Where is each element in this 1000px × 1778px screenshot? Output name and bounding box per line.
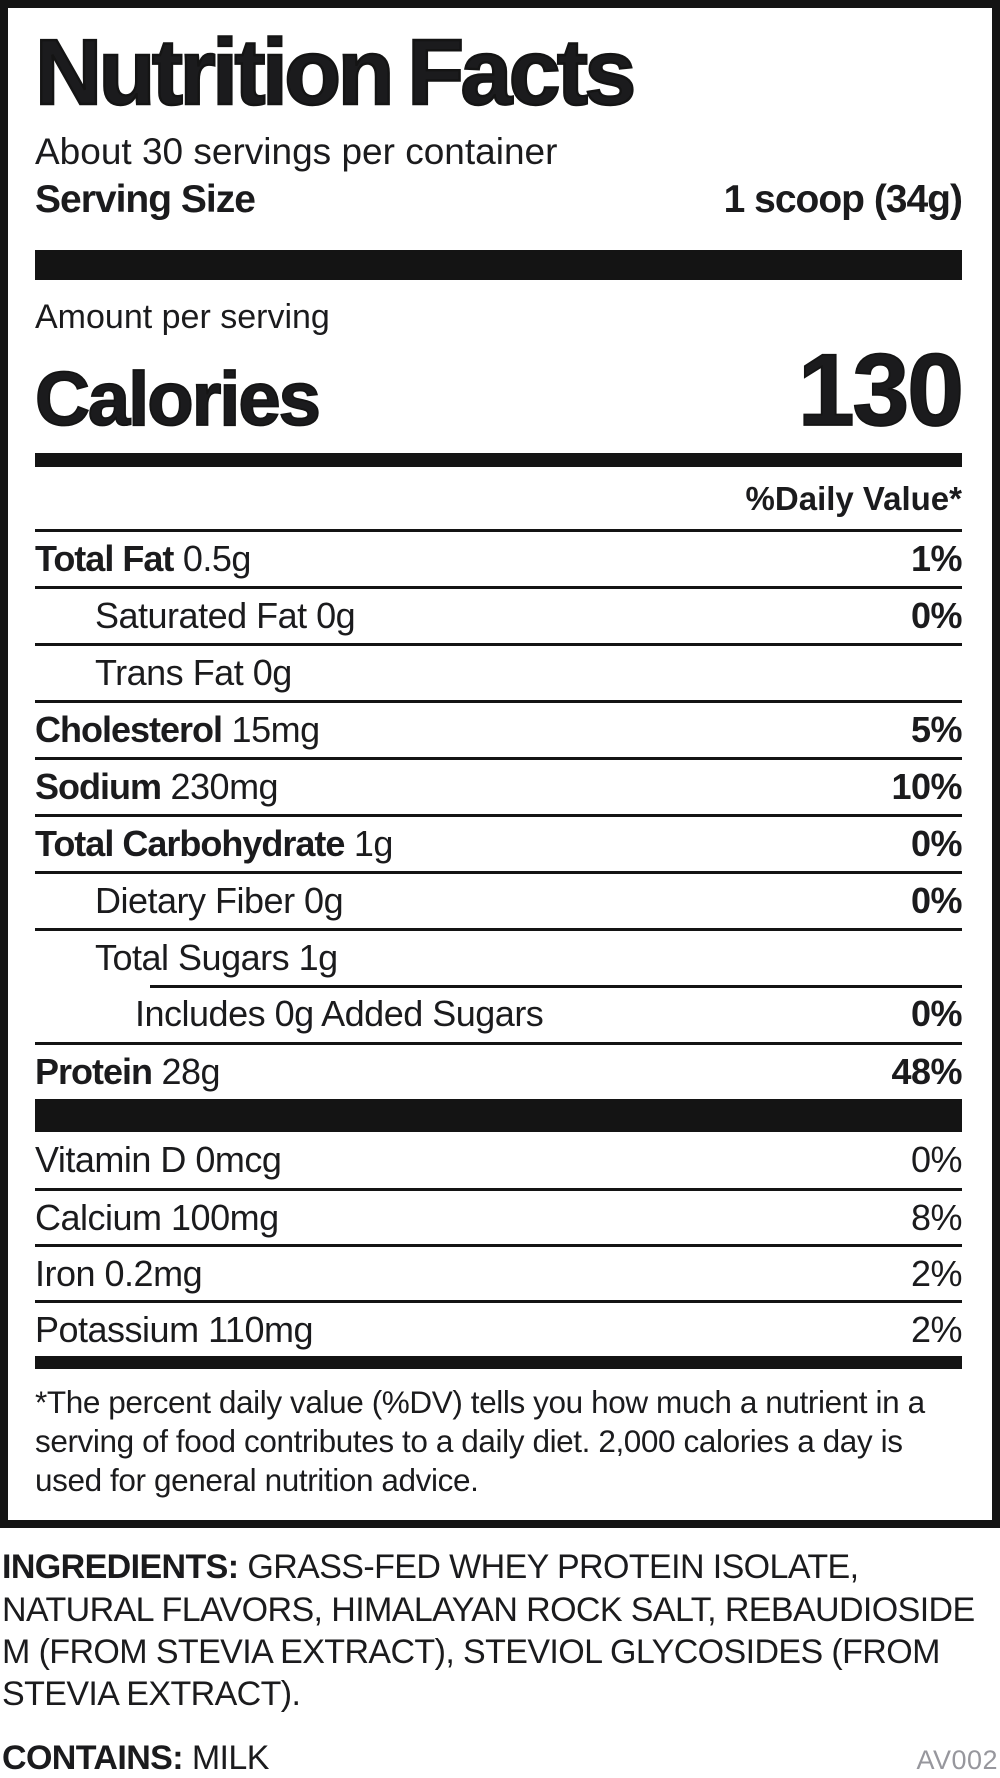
nutrient-percent-dv: 48% [891,1051,962,1093]
nutrient-percent-dv: 5% [910,709,963,751]
nutrient-percent-dv: 0% [910,1139,963,1181]
nutrient-row-vitamin-d: Vitamin D 0mcg 0% [35,1132,963,1188]
nutrient-row-total-fat: Total Fat 0.5g 1% [35,529,963,586]
nutrient-name-amount: Dietary Fiber 0g [95,880,344,922]
nutrient-percent-dv: 2% [910,1308,963,1350]
nutrient-name-amount: Saturated Fat 0g [95,595,356,637]
contains-value: MILK [191,1738,270,1777]
medium-divider-bar-footnote [35,1356,962,1370]
below-panel-section: INGREDIENTS: GRASS-FED WHEY PROTEIN ISOL… [0,1546,1000,1778]
nutrient-percent-dv: 0% [910,880,963,922]
ingredients-text: GRASS-FED WHEY PROTEIN ISOLATE, NATURAL … [2,1548,975,1713]
nutrient-row-saturated-fat: Saturated Fat 0g 0% [35,586,963,643]
nutrient-percent-dv: 8% [910,1196,963,1238]
thick-divider-bar-top [35,250,962,281]
nutrient-row-calcium: Calcium 100mg 8% [35,1188,963,1244]
ingredients-label: INGREDIENTS: [2,1548,239,1587]
daily-value-header: %Daily Value* [745,480,962,518]
product-code: AV002 [916,1744,998,1775]
serving-size-value: 1 scoop (34g) [723,178,963,222]
nutrition-facts-panel: Nutrition Facts About 30 servings per co… [0,0,1000,1529]
servings-per-container: About 30 servings per container [35,130,558,172]
nutrient-row-dietary-fiber: Dietary Fiber 0g 0% [35,871,963,928]
serving-size-row: Serving Size 1 scoop (34g) [35,178,963,222]
nutrient-row-protein: Protein 28g 48% [35,1042,962,1099]
nutrient-name-amount: Potassium 110mg [35,1308,313,1350]
nutrient-percent-dv: 10% [891,766,962,808]
nutrition-facts-title: Nutrition Facts [34,20,638,124]
nutrient-percent-dv: 0% [910,595,963,637]
nutrient-name-amount: Total Fat 0.5g [35,538,251,580]
nutrient-row-cholesterol: Cholesterol 15mg 5% [35,700,963,757]
nutrient-row-includes-0g-added-sugars: Includes 0g Added Sugars 0% [35,985,963,1042]
nutrient-name-amount: Total Carbohydrate 1g [35,823,393,865]
nutrient-row-potassium: Potassium 110mg 2% [35,1300,963,1356]
nutrient-name-amount: Cholesterol 15mg [35,709,320,751]
calories-label: Calories [34,356,322,443]
nutrient-percent-dv: 0% [910,823,963,865]
nutrient-name-amount: Includes 0g Added Sugars [135,992,544,1034]
nutrient-name-amount: Trans Fat 0g [95,652,292,694]
nutrient-row-trans-fat: Trans Fat 0g [35,643,962,700]
ingredients-paragraph: INGREDIENTS: GRASS-FED WHEY PROTEIN ISOL… [2,1546,998,1715]
nutrient-row-sodium: Sodium 230mg 10% [35,757,962,814]
nutrient-row-total-sugars: Total Sugars 1g [35,928,962,985]
nutrient-percent-dv: 2% [910,1252,963,1294]
nutrient-name-amount: Vitamin D 0mcg [35,1139,282,1181]
nutrient-name-amount: Protein 28g [35,1051,221,1093]
nutrient-row-total-carbohydrate: Total Carbohydrate 1g 0% [35,814,963,871]
nutrient-name-amount: Calcium 100mg [35,1196,279,1238]
nutrient-percent-dv: 1% [910,538,963,580]
medium-divider-bar-calories [35,453,962,468]
nutrient-name-amount: Iron 0.2mg [35,1252,203,1294]
amount-per-serving-label: Amount per serving [35,298,330,337]
nutrient-name-amount: Sodium 230mg [35,766,279,808]
vitamin-rows-section: Vitamin D 0mcg 0% Calcium 100mg 8% Iron 0.2m… [35,1132,963,1356]
nutrient-name-amount: Total Sugars 1g [95,937,338,979]
thick-divider-bar-protein [35,1099,962,1133]
contains-statement: CONTAINS: MILK [2,1739,269,1778]
nutrient-rows-section: Total Fat 0.5g 1% Saturated Fat 0g 0% Trans … [35,529,963,1099]
calories-row: Calories 130 [34,333,965,448]
contains-row: CONTAINS: MILK AV002 [2,1739,998,1778]
nutrient-row-iron: Iron 0.2mg 2% [35,1244,963,1300]
serving-size-label: Serving Size [35,178,256,222]
calories-value: 130 [797,333,965,448]
nutrient-percent-dv: 0% [910,992,963,1034]
daily-value-footnote: *The percent daily value (%DV) tells you… [35,1384,925,1499]
contains-label: CONTAINS: [2,1738,184,1777]
